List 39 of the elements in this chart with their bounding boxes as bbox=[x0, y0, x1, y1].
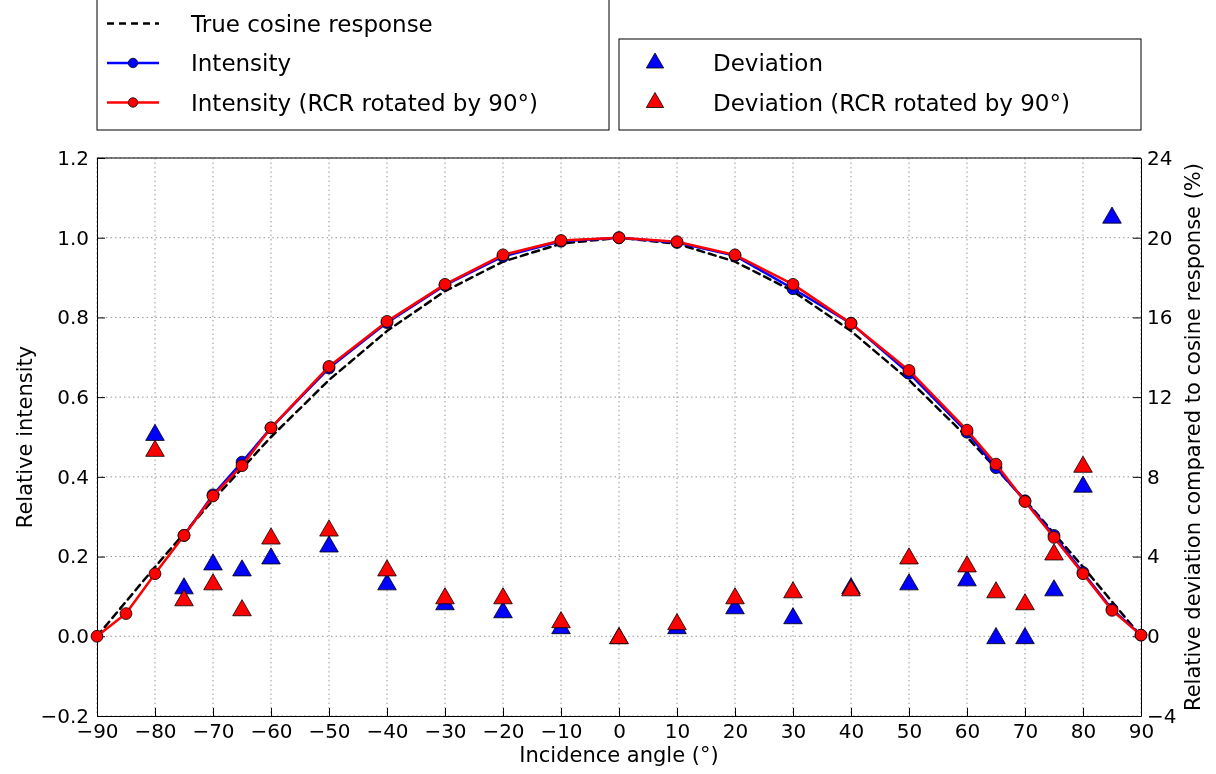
x-axis-title: Incidence angle (°) bbox=[519, 743, 719, 767]
y2-tick-label: 4 bbox=[1147, 544, 1160, 569]
x-tick-label: 30 bbox=[780, 719, 807, 744]
x-tick-label: 60 bbox=[954, 719, 981, 744]
x-tick-label: 80 bbox=[1070, 719, 1097, 744]
y2-tick-label: 24 bbox=[1147, 145, 1173, 170]
y2-tick-label: 20 bbox=[1147, 225, 1173, 250]
y-tick-label: 0.0 bbox=[57, 624, 89, 649]
y-tick-label: 0.8 bbox=[57, 305, 89, 330]
y2-tick-label: 16 bbox=[1147, 305, 1173, 330]
x-tick-label: −40 bbox=[366, 719, 409, 744]
legend-label: Intensity bbox=[191, 50, 292, 76]
x-tick-label: 10 bbox=[664, 719, 691, 744]
y-tick-label: 1.0 bbox=[57, 225, 89, 250]
y-axis-title: Relative intensity bbox=[13, 345, 37, 529]
legend-label: Intensity (RCR rotated by 90°) bbox=[191, 89, 539, 116]
x-tick-label: −70 bbox=[192, 719, 235, 744]
x-tick-label: 70 bbox=[1012, 719, 1039, 744]
y2-tick-label: 12 bbox=[1147, 385, 1173, 410]
legend-label: True cosine response bbox=[190, 10, 433, 37]
x-tick-label: 50 bbox=[896, 719, 923, 744]
x-tick-label: −10 bbox=[540, 719, 583, 744]
y2-tick-label: 0 bbox=[1147, 624, 1160, 649]
x-tick-label: −20 bbox=[482, 719, 525, 744]
x-tick-label: 20 bbox=[722, 719, 749, 744]
x-tick-label: 40 bbox=[838, 719, 865, 744]
x-tick-label: −60 bbox=[250, 719, 293, 744]
y-tick-label: 0.2 bbox=[57, 544, 89, 569]
y-tick-label: 0.4 bbox=[57, 464, 89, 489]
x-tick-label: 0 bbox=[613, 719, 626, 744]
x-tick-label: −80 bbox=[134, 719, 177, 744]
y2-tick-label: 8 bbox=[1147, 464, 1160, 489]
legend-label: Deviation bbox=[713, 50, 824, 76]
y-tick-label: 0.6 bbox=[57, 385, 89, 410]
x-tick-label: −30 bbox=[424, 719, 467, 744]
y-tick-label: 1.2 bbox=[57, 145, 89, 170]
x-tick-label: −50 bbox=[308, 719, 351, 744]
y2-axis-title: Relative deviation compared to cosine response (%) bbox=[1181, 162, 1205, 712]
legend-label: Deviation (RCR rotated by 90°) bbox=[713, 89, 1070, 116]
